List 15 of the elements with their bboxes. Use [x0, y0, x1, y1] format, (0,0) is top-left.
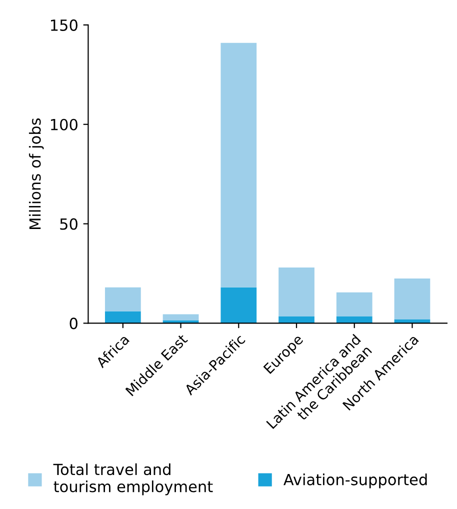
- bar: [104, 287, 141, 312]
- y-tick-label: 0: [70, 318, 78, 330]
- bar: [336, 292, 372, 316]
- legend-label: Aviation-supported: [284, 474, 427, 488]
- legend-label: Total travel and tourism employment: [53, 463, 213, 496]
- y-tick-label: 150: [50, 19, 78, 31]
- y-tick-label: 50: [60, 218, 78, 230]
- bar: [220, 42, 257, 288]
- bar: [162, 314, 199, 320]
- y-tick-label: 100: [50, 118, 78, 130]
- y-axis-title: Millions of jobs: [28, 118, 44, 229]
- bar: [104, 311, 141, 324]
- bar: [278, 268, 314, 316]
- bar: [394, 278, 430, 320]
- bar: [220, 287, 257, 324]
